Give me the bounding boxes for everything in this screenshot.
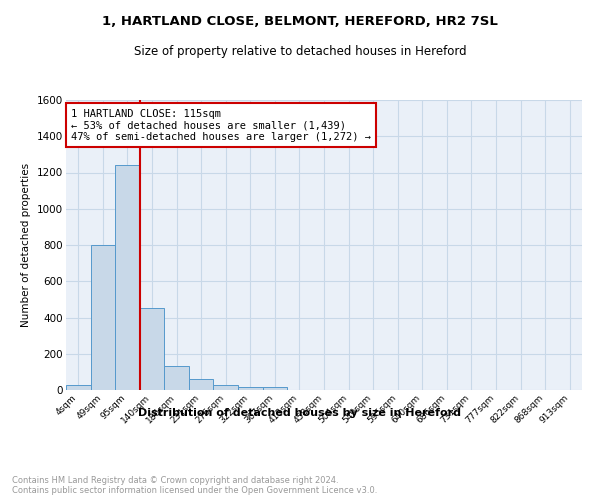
Text: 1, HARTLAND CLOSE, BELMONT, HEREFORD, HR2 7SL: 1, HARTLAND CLOSE, BELMONT, HEREFORD, HR…: [102, 15, 498, 28]
Bar: [140, 308, 164, 390]
Bar: [164, 366, 189, 390]
Bar: [263, 386, 287, 390]
Bar: [214, 385, 238, 390]
Text: 1 HARTLAND CLOSE: 115sqm
← 53% of detached houses are smaller (1,439)
47% of sem: 1 HARTLAND CLOSE: 115sqm ← 53% of detach…: [71, 108, 371, 142]
Y-axis label: Number of detached properties: Number of detached properties: [22, 163, 31, 327]
Bar: [189, 379, 214, 390]
Text: Size of property relative to detached houses in Hereford: Size of property relative to detached ho…: [134, 45, 466, 58]
Bar: [238, 386, 263, 390]
Bar: [115, 165, 140, 390]
Text: Distribution of detached houses by size in Hereford: Distribution of detached houses by size …: [139, 408, 461, 418]
Text: Contains HM Land Registry data © Crown copyright and database right 2024.
Contai: Contains HM Land Registry data © Crown c…: [12, 476, 377, 495]
Bar: [66, 386, 91, 390]
Bar: [91, 245, 115, 390]
